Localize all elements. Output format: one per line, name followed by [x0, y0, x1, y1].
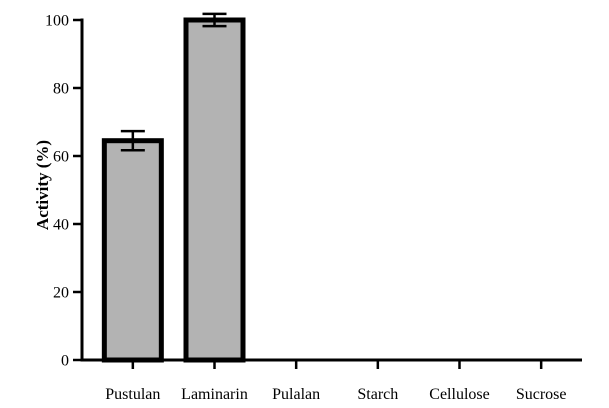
error-bar [120, 129, 145, 152]
x-tick-label: Pulalan [272, 386, 320, 403]
y-tick-label: 100 [45, 13, 69, 30]
y-tick-label: 20 [53, 285, 69, 302]
bars [101, 17, 246, 363]
x-tick-label: Pustulan [105, 386, 160, 403]
error-bars [120, 12, 227, 152]
x-tick-label: Starch [357, 386, 398, 403]
y-tick-label: 40 [53, 217, 69, 234]
x-axis-ticks: Pustulan Laminarin Pulalan Starch Cellulose S… [105, 360, 566, 403]
y-tick-label: 0 [61, 353, 69, 370]
x-tick-label: Laminarin [181, 386, 248, 403]
error-bar [202, 12, 227, 28]
y-tick-label: 80 [53, 81, 69, 98]
bar [101, 138, 164, 363]
y-axis-ticks: 0 20 40 60 80 100 [45, 13, 82, 370]
x-tick-label: Cellulose [429, 386, 489, 403]
y-tick-label: 60 [53, 149, 69, 166]
x-tick-label: Sucrose [516, 386, 567, 403]
bar [183, 17, 246, 363]
y-axis-title: Activity (%) [33, 140, 52, 230]
